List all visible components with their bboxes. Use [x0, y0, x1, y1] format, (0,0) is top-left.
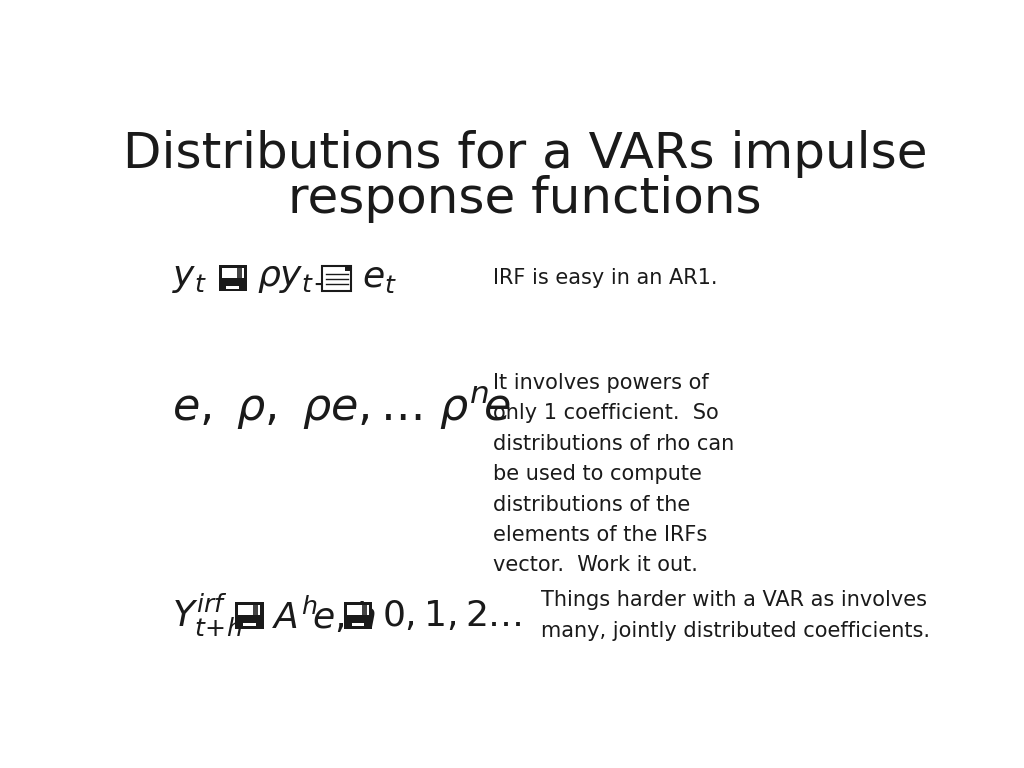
Bar [362, 605, 367, 615]
Bar [253, 605, 258, 615]
Bar [218, 266, 247, 292]
Text: $\rho y_{t\!-\!1}$: $\rho y_{t\!-\!1}$ [257, 261, 349, 296]
Text: $y_t$: $y_t$ [172, 261, 207, 296]
Text: $A^h\!e, h$: $A^h\!e, h$ [272, 595, 376, 636]
Text: It involves powers of
only 1 coefficient.  So
distributions of rho can
be used t: It involves powers of only 1 coefficient… [494, 373, 734, 575]
Bar [236, 602, 263, 628]
Bar [347, 605, 370, 615]
Bar [239, 605, 260, 615]
Text: $0, 1, 2\ldots$: $0, 1, 2\ldots$ [382, 598, 522, 633]
Text: $e,\ \rho,\ \rho e,\ldots\ \rho^n\!e$: $e,\ \rho,\ \rho e,\ldots\ \rho^n\!e$ [172, 385, 511, 432]
Text: response functions: response functions [288, 174, 762, 223]
Bar [222, 268, 244, 278]
Bar [226, 286, 239, 290]
Bar [344, 602, 373, 628]
Bar [345, 266, 351, 271]
Text: $Y^{irf}_{t\!+\!h}$: $Y^{irf}_{t\!+\!h}$ [172, 592, 243, 639]
Bar [323, 266, 351, 291]
Bar [243, 624, 256, 627]
Bar [237, 268, 242, 278]
Text: IRF is easy in an AR1.: IRF is easy in an AR1. [494, 269, 718, 289]
Text: Distributions for a VARs impulse: Distributions for a VARs impulse [123, 131, 927, 178]
Text: $e_t$: $e_t$ [362, 261, 397, 296]
Bar [351, 624, 365, 627]
Text: Things harder with a VAR as involves
many, jointly distributed coefficients.: Things harder with a VAR as involves man… [541, 591, 930, 641]
